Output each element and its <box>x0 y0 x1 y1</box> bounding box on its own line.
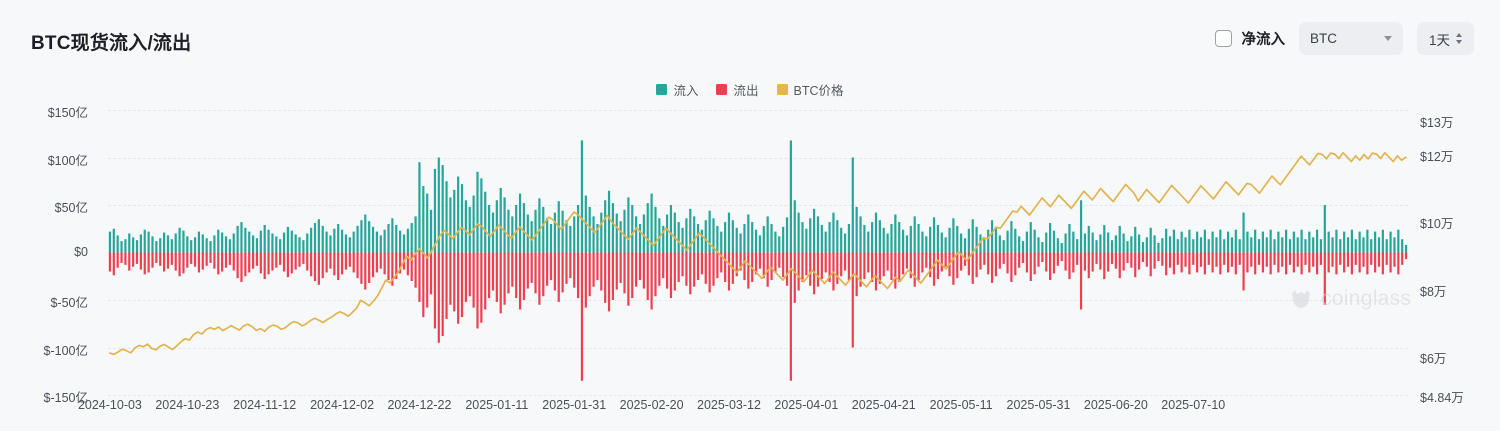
gridline <box>108 347 1408 349</box>
x-axis-tick: 2025-04-01 <box>774 398 839 412</box>
legend-item-inflow[interactable]: 流入 <box>656 80 698 99</box>
y-axis-left-tick: $-100亿 <box>43 343 88 358</box>
y-axis-left-tick: $0 <box>74 244 88 259</box>
y-axis-right-tick: $10万 <box>1420 217 1454 232</box>
chart-gridlines <box>108 110 1408 396</box>
legend-label-price: BTC价格 <box>793 84 844 98</box>
asset-select-value: BTC <box>1309 31 1337 46</box>
y-axis-left-tick: $100亿 <box>47 153 88 168</box>
interval-stepper[interactable]: 1天 <box>1416 22 1474 55</box>
page-title: BTC现货流入/流出 <box>31 33 192 54</box>
x-axis: 2024-10-03 2024-10-23 2024-11-12 2024-12-02… <box>0 398 1500 418</box>
legend-swatch-inflow <box>656 84 668 95</box>
interval-stepper-value: 1天 <box>1428 32 1450 48</box>
y-axis-right-tick: $8万 <box>1420 284 1447 299</box>
legend-label-outflow: 流出 <box>733 84 759 98</box>
x-axis-tick: 2025-05-11 <box>929 398 993 412</box>
y-axis-right-tick: $6万 <box>1420 351 1447 366</box>
x-axis-tick: 2025-07-10 <box>1161 398 1226 412</box>
chevron-down-icon <box>1383 36 1392 41</box>
chevron-up-icon <box>1456 33 1462 37</box>
gridline <box>108 110 1408 111</box>
y-axis-right-tick: $12万 <box>1420 149 1454 164</box>
chart-legend: 流入 流出 BTC价格 <box>0 80 1500 99</box>
legend-item-price[interactable]: BTC价格 <box>776 80 844 99</box>
gridline <box>108 300 1408 301</box>
y-axis-left-tick: $50亿 <box>54 201 88 215</box>
legend-label-inflow: 流入 <box>673 84 699 98</box>
y-axis-left-tick: $-150亿 <box>43 391 88 405</box>
net-inflow-checkbox[interactable] <box>1215 30 1233 47</box>
x-axis-tick: 2025-03-12 <box>696 398 761 412</box>
x-axis-tick: 2024-12-22 <box>387 398 452 412</box>
x-axis-tick: 2025-06-20 <box>1083 398 1148 412</box>
x-axis-tick: 2025-04-21 <box>851 398 916 412</box>
x-axis-tick: 2025-05-31 <box>1006 398 1071 412</box>
chart-bars <box>108 140 1408 381</box>
y-axis-left-tick: $-50亿 <box>50 296 88 310</box>
x-axis-tick: 2024-12-02 <box>310 398 375 412</box>
chart-plot-area[interactable] <box>108 110 1408 396</box>
legend-swatch-price <box>776 84 788 95</box>
legend-item-outflow[interactable]: 流出 <box>716 80 759 99</box>
panel-header: BTC现货流入/流出 净流入 BTC 1天 <box>0 0 1500 72</box>
legend-swatch-outflow <box>716 84 728 95</box>
header-controls: 净流入 BTC 1天 <box>1215 22 1474 55</box>
asset-select[interactable]: BTC <box>1298 22 1403 55</box>
gridline <box>108 252 1408 254</box>
x-axis-tick: 2024-11-12 <box>233 398 297 412</box>
x-axis-tick: 2024-10-03 <box>77 398 142 412</box>
chart-price-line <box>109 151 1407 356</box>
y-axis-right-tick: $4.84万 <box>1420 391 1464 405</box>
x-axis-tick: 2025-01-31 <box>542 398 607 412</box>
chevron-down-icon <box>1456 40 1462 44</box>
x-axis-tick: 2024-10-23 <box>155 398 220 412</box>
x-axis-tick: 2025-02-20 <box>619 398 684 412</box>
x-axis-tick: 2025-01-11 <box>465 398 529 412</box>
net-inflow-label: 净流入 <box>1241 32 1285 48</box>
y-axis-left-tick: $150亿 <box>47 106 88 120</box>
net-inflow-toggle[interactable]: 净流入 <box>1215 28 1285 49</box>
y-axis-right-tick: $13万 <box>1420 116 1454 131</box>
gridline <box>108 157 1408 159</box>
gridline <box>108 395 1408 396</box>
stepper-arrows-icon[interactable] <box>1456 33 1462 44</box>
gridline <box>108 205 1408 206</box>
